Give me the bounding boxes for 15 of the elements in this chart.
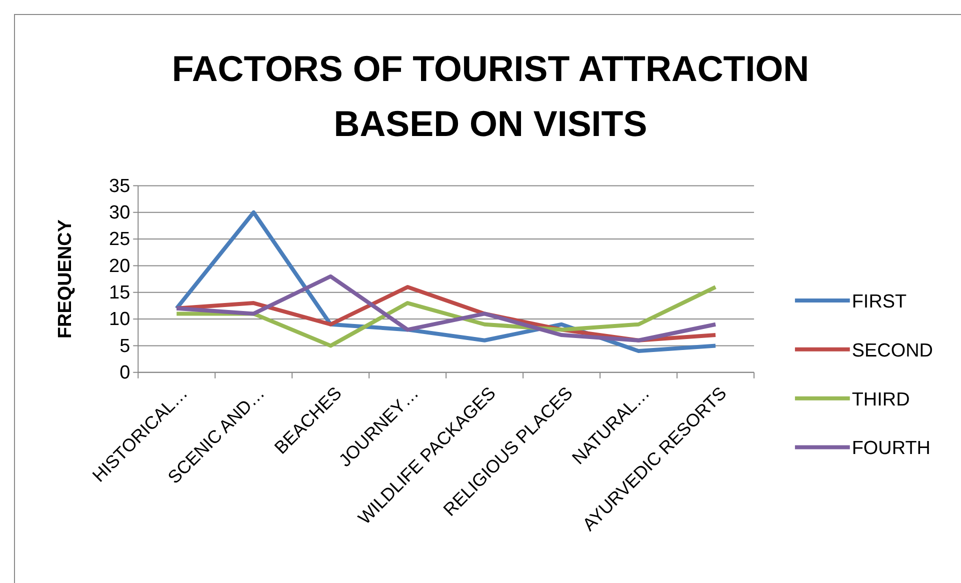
chart-title: FACTORS OF TOURIST ATTRACTION BASED ON VISITS: [172, 48, 810, 144]
line-series: [174, 274, 718, 342]
y-tick-label: 35: [109, 176, 130, 197]
y-tick-label: 25: [109, 229, 130, 250]
y-tick-label: 20: [109, 256, 130, 277]
y-tick-label: 15: [109, 282, 130, 304]
y-tick-label: 5: [120, 336, 130, 357]
y-tick-label: 10: [109, 309, 130, 330]
y-axis-title: FREQUENCY: [55, 219, 76, 339]
y-tick-label: 30: [109, 202, 130, 224]
legend-label: FIRST: [852, 291, 908, 312]
legend-label: SECOND: [852, 340, 933, 362]
legend-label: FOURTH: [852, 438, 930, 460]
y-tick-label: 0: [120, 362, 130, 384]
legend-label: THIRD: [852, 389, 910, 410]
